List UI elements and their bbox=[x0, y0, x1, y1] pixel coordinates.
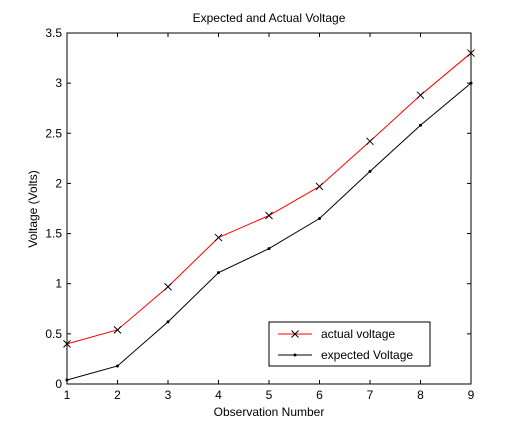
x-tick-label: 2 bbox=[114, 388, 121, 402]
marker-stroke bbox=[63, 340, 71, 348]
y-tick-label: 3.5 bbox=[45, 26, 62, 40]
data-point bbox=[214, 233, 223, 242]
data-point bbox=[366, 137, 374, 146]
legend-box bbox=[268, 321, 431, 367]
marker-stroke bbox=[291, 330, 299, 338]
data-point bbox=[267, 247, 271, 251]
data-point bbox=[65, 378, 69, 382]
data-point bbox=[113, 325, 122, 334]
legend: actual voltage expected Voltage bbox=[268, 321, 431, 367]
legend-label: actual voltage bbox=[321, 327, 395, 341]
data-point bbox=[217, 271, 220, 275]
x-tick-label: 7 bbox=[367, 388, 374, 402]
x-tick-label: 3 bbox=[165, 388, 172, 402]
x-tick-label: 9 bbox=[468, 388, 475, 402]
plot-area: 1 2 3 4 5 6 7 8 9 0 0.5 1 1.5 2 2.5 3 3.5 bbox=[45, 26, 475, 402]
data-point bbox=[265, 211, 273, 220]
data-point bbox=[318, 217, 321, 221]
x-tick-label: 8 bbox=[417, 388, 424, 402]
x-tick-label: 1 bbox=[64, 388, 71, 402]
marker-stroke bbox=[467, 49, 475, 57]
marker-stroke bbox=[214, 233, 223, 242]
y-tick-label: 2.5 bbox=[45, 126, 62, 140]
data-point bbox=[63, 340, 71, 348]
y-tick-label: 0.5 bbox=[45, 327, 62, 341]
data-point bbox=[166, 320, 170, 324]
marker-stroke bbox=[265, 211, 273, 220]
x-tick-label: 4 bbox=[215, 388, 222, 402]
marker-stroke bbox=[315, 182, 324, 191]
marker-stroke bbox=[113, 325, 122, 334]
data-point bbox=[467, 49, 475, 57]
x-axis-label: Observation Number bbox=[214, 405, 325, 419]
marker-stroke bbox=[416, 91, 425, 100]
x-tick-label: 5 bbox=[266, 388, 273, 402]
chart-title: Expected and Actual Voltage bbox=[193, 11, 346, 25]
data-point bbox=[315, 182, 324, 191]
y-tick-label: 2 bbox=[55, 176, 62, 190]
data-point bbox=[469, 81, 473, 85]
data-point bbox=[368, 169, 372, 173]
y-tick-label: 1.5 bbox=[45, 227, 62, 241]
data-point bbox=[419, 123, 422, 127]
legend-marker bbox=[291, 330, 299, 338]
legend-label: expected Voltage bbox=[321, 348, 413, 362]
data-point bbox=[164, 282, 172, 291]
marker-stroke bbox=[366, 137, 374, 146]
data-point bbox=[416, 91, 425, 100]
x-tick-label: 6 bbox=[316, 388, 323, 402]
marker-stroke bbox=[164, 282, 172, 291]
y-tick-label: 0 bbox=[55, 377, 62, 391]
data-point bbox=[116, 364, 119, 368]
legend-marker bbox=[293, 353, 297, 357]
y-tick-label: 1 bbox=[55, 277, 62, 291]
y-tick-label: 3 bbox=[55, 76, 62, 90]
y-axis-label: Voltage (Volts) bbox=[26, 170, 40, 247]
